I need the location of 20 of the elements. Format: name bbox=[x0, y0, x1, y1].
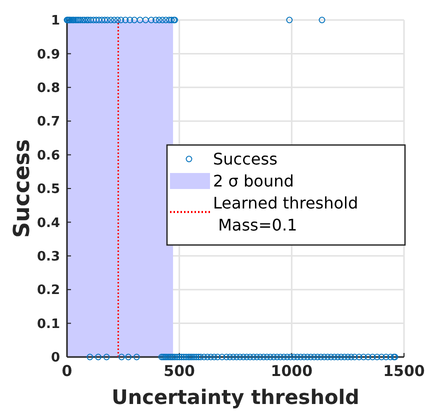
y-axis-title: Success bbox=[10, 139, 35, 238]
y-tick-label: 0.6 bbox=[36, 148, 60, 164]
y-tick-label: 0.9 bbox=[36, 47, 60, 62]
y-tick-label: 0.7 bbox=[36, 114, 60, 130]
y-tick-label: 0 bbox=[50, 350, 60, 366]
y-tick-label: 0.2 bbox=[36, 283, 60, 298]
y-tick-label: 0.1 bbox=[36, 316, 60, 332]
band-label: 2 σ bound bbox=[213, 172, 294, 191]
y-tick-label: 1 bbox=[50, 14, 60, 29]
y-tick-label: 0.5 bbox=[36, 182, 60, 198]
legend-label: Success bbox=[213, 150, 278, 169]
x-tick-label: 0 bbox=[62, 362, 72, 380]
legend-label: Learned threshold Mass=0.1 bbox=[213, 194, 358, 235]
x-tick-label: 500 bbox=[164, 362, 195, 380]
x-tick-label: 1500 bbox=[383, 362, 425, 380]
x-axis-title: Uncertainty threshold bbox=[112, 385, 360, 409]
x-tick-label: 1000 bbox=[270, 362, 313, 380]
y-tick-label: 0.8 bbox=[36, 80, 60, 96]
y-tick-label: 0.3 bbox=[36, 249, 60, 264]
y-tick-label: 0.4 bbox=[36, 216, 60, 231]
